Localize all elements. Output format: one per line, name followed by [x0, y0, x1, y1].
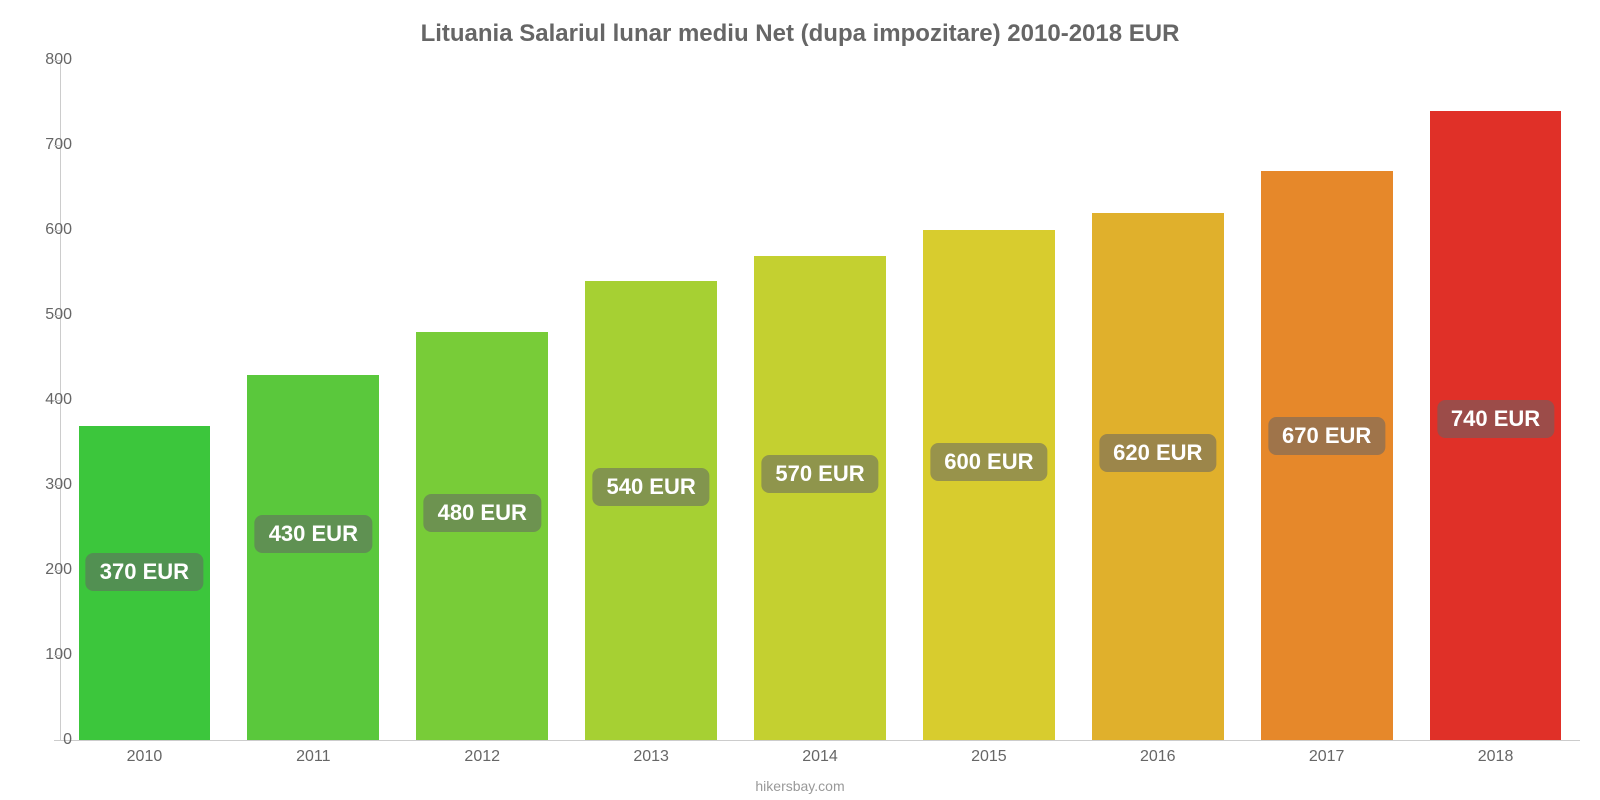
- bar-value-badge: 740 EUR: [1437, 400, 1554, 438]
- bar-value-badge: 600 EUR: [930, 443, 1047, 481]
- salary-bar-chart: Lituania Salariul lunar mediu Net (dupa …: [0, 0, 1600, 800]
- bar: [1261, 171, 1393, 741]
- x-tick-label: 2011: [296, 748, 330, 766]
- bar: [754, 256, 886, 741]
- bar: [247, 375, 379, 741]
- bar-value-badge: 570 EUR: [761, 455, 878, 493]
- x-tick-label: 2017: [1309, 748, 1345, 766]
- bar-value-badge: 370 EUR: [86, 553, 203, 591]
- bar-value-badge: 430 EUR: [255, 515, 372, 553]
- bar-value-badge: 540 EUR: [592, 468, 709, 506]
- x-tick-label: 2012: [464, 748, 500, 766]
- x-tick-label: 2015: [971, 748, 1007, 766]
- chart-title: Lituania Salariul lunar mediu Net (dupa …: [0, 20, 1600, 48]
- bar: [923, 230, 1055, 740]
- bar-value-badge: 670 EUR: [1268, 417, 1385, 455]
- x-axis: [60, 740, 1580, 741]
- x-tick-label: 2018: [1478, 748, 1514, 766]
- x-tick-label: 2016: [1140, 748, 1176, 766]
- x-tick-label: 2014: [802, 748, 838, 766]
- x-tick-label: 2010: [127, 748, 163, 766]
- bar: [416, 332, 548, 740]
- bar: [585, 281, 717, 740]
- bars-area: 370 EUR 430 EUR 480 EUR 540 EUR 570 EUR 600 E…: [60, 60, 1580, 740]
- bar-value-badge: 480 EUR: [424, 494, 541, 532]
- x-tick-label: 2013: [633, 748, 669, 766]
- chart-footer: hikersbay.com: [0, 778, 1600, 794]
- bar: [1092, 213, 1224, 740]
- y-tick: [54, 740, 60, 741]
- bar-value-badge: 620 EUR: [1099, 434, 1216, 472]
